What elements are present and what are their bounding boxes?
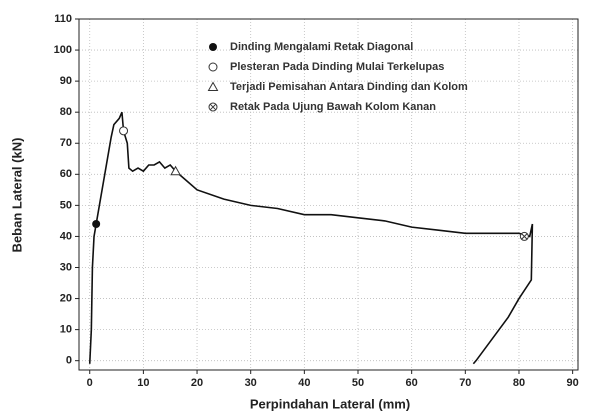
y-tick-label: 60 bbox=[60, 168, 72, 180]
y-tick-label: 80 bbox=[60, 106, 72, 118]
plot-frame bbox=[78, 18, 579, 371]
x-tick-label: 70 bbox=[459, 377, 471, 389]
y-tick-label: 50 bbox=[60, 199, 72, 211]
y-tick-label: 30 bbox=[60, 261, 72, 273]
legend-symbol bbox=[207, 81, 219, 91]
legend-label: Plesteran Pada Dinding Mulai Terkelupas bbox=[230, 61, 444, 73]
legend-label: Dinding Mengalami Retak Diagonal bbox=[230, 41, 413, 53]
x-tick-label: 20 bbox=[191, 377, 203, 389]
event-marker bbox=[119, 126, 129, 136]
y-tick-label: 40 bbox=[60, 230, 72, 242]
legend-label: Terjadi Pemisahan Antara Dinding dan Kol… bbox=[230, 81, 468, 93]
y-tick-label: 110 bbox=[54, 13, 72, 25]
y-tick-label: 100 bbox=[54, 44, 72, 56]
x-tick-label: 50 bbox=[352, 377, 364, 389]
x-tick-label: 10 bbox=[137, 377, 149, 389]
x-axis-label: Perpindahan Lateral (mm) bbox=[250, 396, 410, 411]
data-line bbox=[88, 111, 534, 365]
event-marker bbox=[519, 231, 529, 241]
event-marker bbox=[92, 220, 101, 229]
y-tick-label: 20 bbox=[60, 292, 72, 304]
x-tick-label: 40 bbox=[298, 377, 310, 389]
legend-symbol bbox=[208, 102, 218, 112]
x-tick-label: 90 bbox=[567, 377, 579, 389]
legend-symbol bbox=[209, 43, 217, 51]
x-tick-label: 0 bbox=[87, 377, 93, 389]
y-tick-label: 0 bbox=[66, 355, 72, 367]
x-tick-label: 30 bbox=[245, 377, 257, 389]
legend-label: Retak Pada Ujung Bawah Kolom Kanan bbox=[230, 101, 436, 113]
y-tick-label: 90 bbox=[60, 75, 72, 87]
y-tick-label: 70 bbox=[60, 137, 72, 149]
x-tick-label: 60 bbox=[406, 377, 418, 389]
event-marker bbox=[170, 165, 181, 176]
x-tick-label: 80 bbox=[513, 377, 525, 389]
legend-symbol bbox=[208, 62, 218, 72]
y-axis-label: Beban Lateral (kN) bbox=[9, 138, 24, 253]
y-tick-label: 10 bbox=[60, 324, 72, 336]
